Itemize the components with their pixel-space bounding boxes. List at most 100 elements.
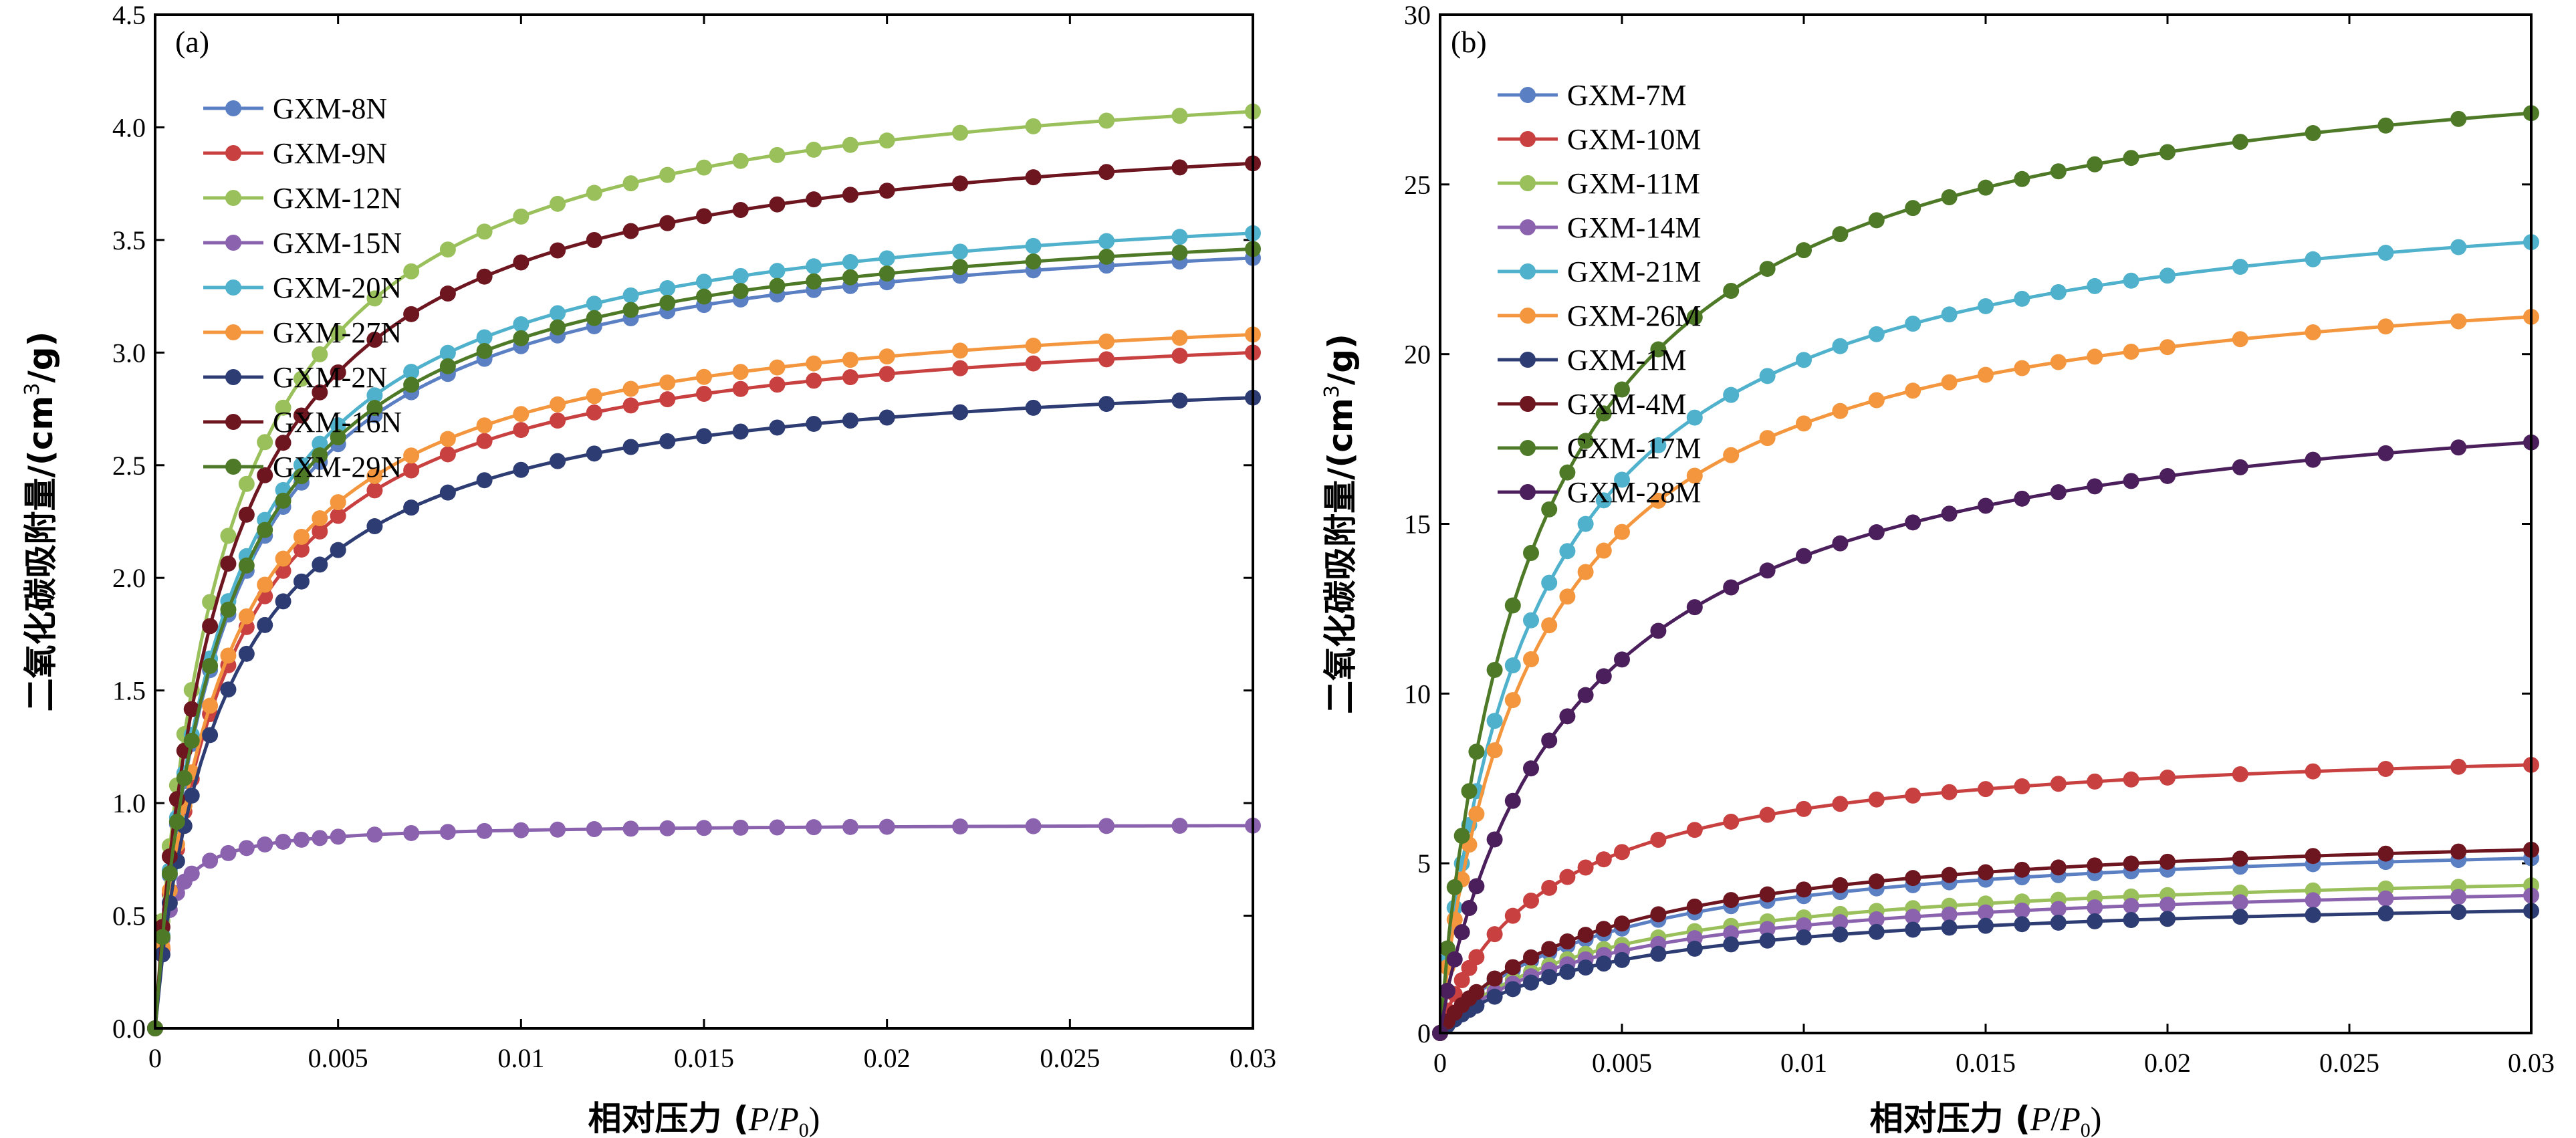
data-point (622, 302, 639, 318)
data-point (1941, 374, 1958, 390)
data-point (2377, 318, 2394, 335)
legend-entry: GXM-26M (1498, 300, 1701, 332)
data-point (732, 152, 749, 169)
data-point (1541, 969, 1558, 986)
data-point (1832, 926, 1849, 943)
data-point (439, 241, 456, 258)
legend-swatch-marker (225, 100, 241, 116)
data-point (842, 413, 858, 429)
data-point (806, 415, 822, 432)
data-point (769, 196, 786, 213)
data-point (330, 542, 346, 558)
legend-entry: GXM-2N (203, 361, 387, 394)
data-point (1098, 233, 1115, 249)
data-point (622, 175, 639, 192)
x-tick-label: 0.025 (2319, 1048, 2379, 1078)
data-point (476, 417, 493, 434)
data-point (476, 822, 493, 839)
legend-label: GXM-1M (1567, 344, 1686, 376)
data-point (1796, 352, 1812, 368)
data-point (622, 223, 639, 239)
data-point (550, 195, 566, 212)
data-point (238, 608, 255, 624)
data-point (275, 399, 291, 416)
data-point (2159, 144, 2176, 160)
data-point (1868, 212, 1885, 229)
legend-entry: GXM-20N (203, 271, 402, 304)
data-point (659, 294, 676, 311)
data-point (586, 404, 602, 421)
x-tick-label: 0.005 (308, 1043, 368, 1073)
data-point (2305, 125, 2321, 142)
data-point (586, 445, 602, 462)
data-point (1541, 732, 1558, 749)
data-point (513, 422, 530, 439)
data-point (1978, 781, 1994, 798)
data-point (1171, 818, 1188, 834)
x-tick-label: 0.025 (1040, 1043, 1100, 1073)
y-tick-label: 2.5 (112, 451, 146, 481)
data-point (2305, 324, 2321, 341)
legend-entry: GXM-10M (1498, 123, 1701, 156)
legend-label: GXM-20N (273, 271, 402, 304)
data-point (1504, 692, 1521, 709)
data-point (1905, 382, 1921, 399)
data-point (202, 727, 219, 744)
data-point (2087, 899, 2103, 916)
legend-entry: GXM-17M (1498, 432, 1701, 465)
data-point (1098, 818, 1115, 834)
y-tick-label: 3.5 (112, 225, 146, 255)
data-point (312, 346, 328, 362)
data-point (1595, 668, 1612, 685)
data-point (1523, 974, 1539, 991)
x-tick-label: 0 (148, 1043, 162, 1073)
data-point (659, 820, 676, 836)
data-point (1486, 713, 1503, 729)
data-point (1723, 386, 1740, 403)
data-point (769, 419, 786, 436)
data-point (1171, 229, 1188, 245)
legend-entry: GXM-15N (203, 227, 402, 259)
data-point (312, 384, 328, 401)
data-point (330, 417, 346, 434)
legend-swatch-marker (1520, 175, 1536, 191)
data-point (586, 185, 602, 201)
data-point (2159, 339, 2176, 356)
data-point (2450, 439, 2467, 456)
data-point (366, 518, 383, 535)
data-point (842, 187, 858, 203)
data-point (1541, 617, 1558, 634)
data-point (1941, 784, 1958, 800)
data-point (2450, 239, 2467, 255)
data-point (586, 296, 602, 312)
data-point (1468, 984, 1485, 1000)
data-point (696, 386, 712, 403)
data-point (1832, 403, 1849, 419)
series-line (1438, 111, 2532, 1034)
data-point (2159, 896, 2176, 913)
data-point (1098, 164, 1115, 181)
data-point (293, 468, 310, 485)
series-GXM-28M (1432, 434, 2539, 1041)
data-point (1941, 306, 1958, 323)
data-point (2050, 354, 2067, 370)
data-point (806, 273, 822, 290)
data-point (1171, 244, 1188, 261)
y-tick-label: 0 (1417, 1018, 1431, 1048)
data-point (220, 681, 237, 698)
data-point (1468, 806, 1485, 822)
data-point (1796, 881, 1812, 898)
plot-frame (154, 13, 1254, 1030)
x-tick-label: 0.015 (1956, 1048, 2016, 1078)
data-point (1025, 169, 1042, 186)
data-point (1559, 933, 1576, 950)
data-point (476, 268, 493, 285)
legend-label: GXM-29N (273, 451, 402, 483)
legend-entry: GXM-29N (203, 451, 402, 483)
x-tick-label: 0.01 (497, 1043, 544, 1073)
data-point (1486, 926, 1503, 943)
data-point (403, 462, 420, 479)
data-point (2159, 467, 2176, 484)
data-point (696, 820, 712, 836)
data-point (1523, 949, 1539, 965)
